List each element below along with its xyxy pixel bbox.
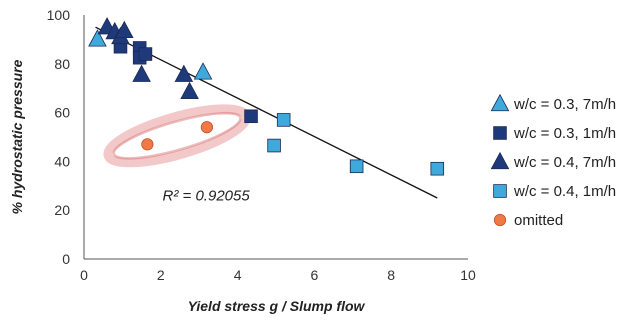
legend-marker-triangle [490,93,510,112]
r-squared-annotation: R² = 0.92055 [163,187,251,204]
y-tick-label: 20 [54,202,70,218]
y-tick-label: 40 [54,153,70,169]
x-tick-labels: 0 2 4 6 8 10 [80,267,476,283]
highlight-ellipse-inner [112,111,242,160]
legend-label: w/c = 0.4, 1m/h [513,183,616,200]
point-triangle-series-0 [88,29,107,47]
highlight-ellipse-outer [103,104,251,168]
legend-label: w/c = 0.4, 7m/h [513,154,616,171]
point-square-series-1 [244,109,258,124]
x-tick-label: 4 [234,267,242,283]
point-square-series-3 [349,159,364,174]
point-triangle-series-2 [174,64,194,82]
y-tick-label: 0 [62,251,70,267]
point-triangle-series-2 [115,20,134,39]
point-triangle-series-0 [193,62,213,80]
point-square-series-1 [138,47,153,61]
y-tick-label: 60 [54,105,70,121]
legend-marker-square [493,184,507,198]
trendline [95,26,438,199]
point-triangle-series-2 [132,64,151,82]
y-tick-label: 100 [47,7,71,23]
x-tick-label: 8 [387,267,395,283]
x-tick-label: 6 [311,267,319,283]
x-axis-title: Yield stress g / Slump flow [188,298,366,314]
point-square-series-3 [276,113,291,127]
x-tick-label: 2 [157,267,165,283]
point-circle-series-4 [200,121,213,134]
data-points [88,17,445,176]
y-axis-title: % hydrostatic pressure [9,59,25,214]
axes [83,15,468,260]
y-tick-labels: 0 20 40 60 80 100 [47,7,71,267]
legend-marker-square [493,126,507,140]
legend-label: w/c = 0.3, 1m/h [513,125,616,142]
legend-label: w/c = 0.3, 7m/h [513,96,616,113]
point-square-series-3 [430,161,445,176]
legend: w/c = 0.3, 7m/h w/c = 0.3, 1m/h w/c = 0.4,… [490,93,616,229]
x-tick-label: 0 [80,267,88,283]
legend-marker-circle [493,213,507,227]
legend-label: omitted [514,212,563,229]
point-circle-series-4 [141,138,154,151]
omitted-highlight-ellipse [103,104,251,168]
x-tick-label: 10 [460,267,476,283]
point-triangle-series-2 [180,81,199,100]
legend-marker-triangle [490,151,510,170]
y-tick-label: 80 [54,56,70,72]
point-square-series-3 [267,138,281,153]
